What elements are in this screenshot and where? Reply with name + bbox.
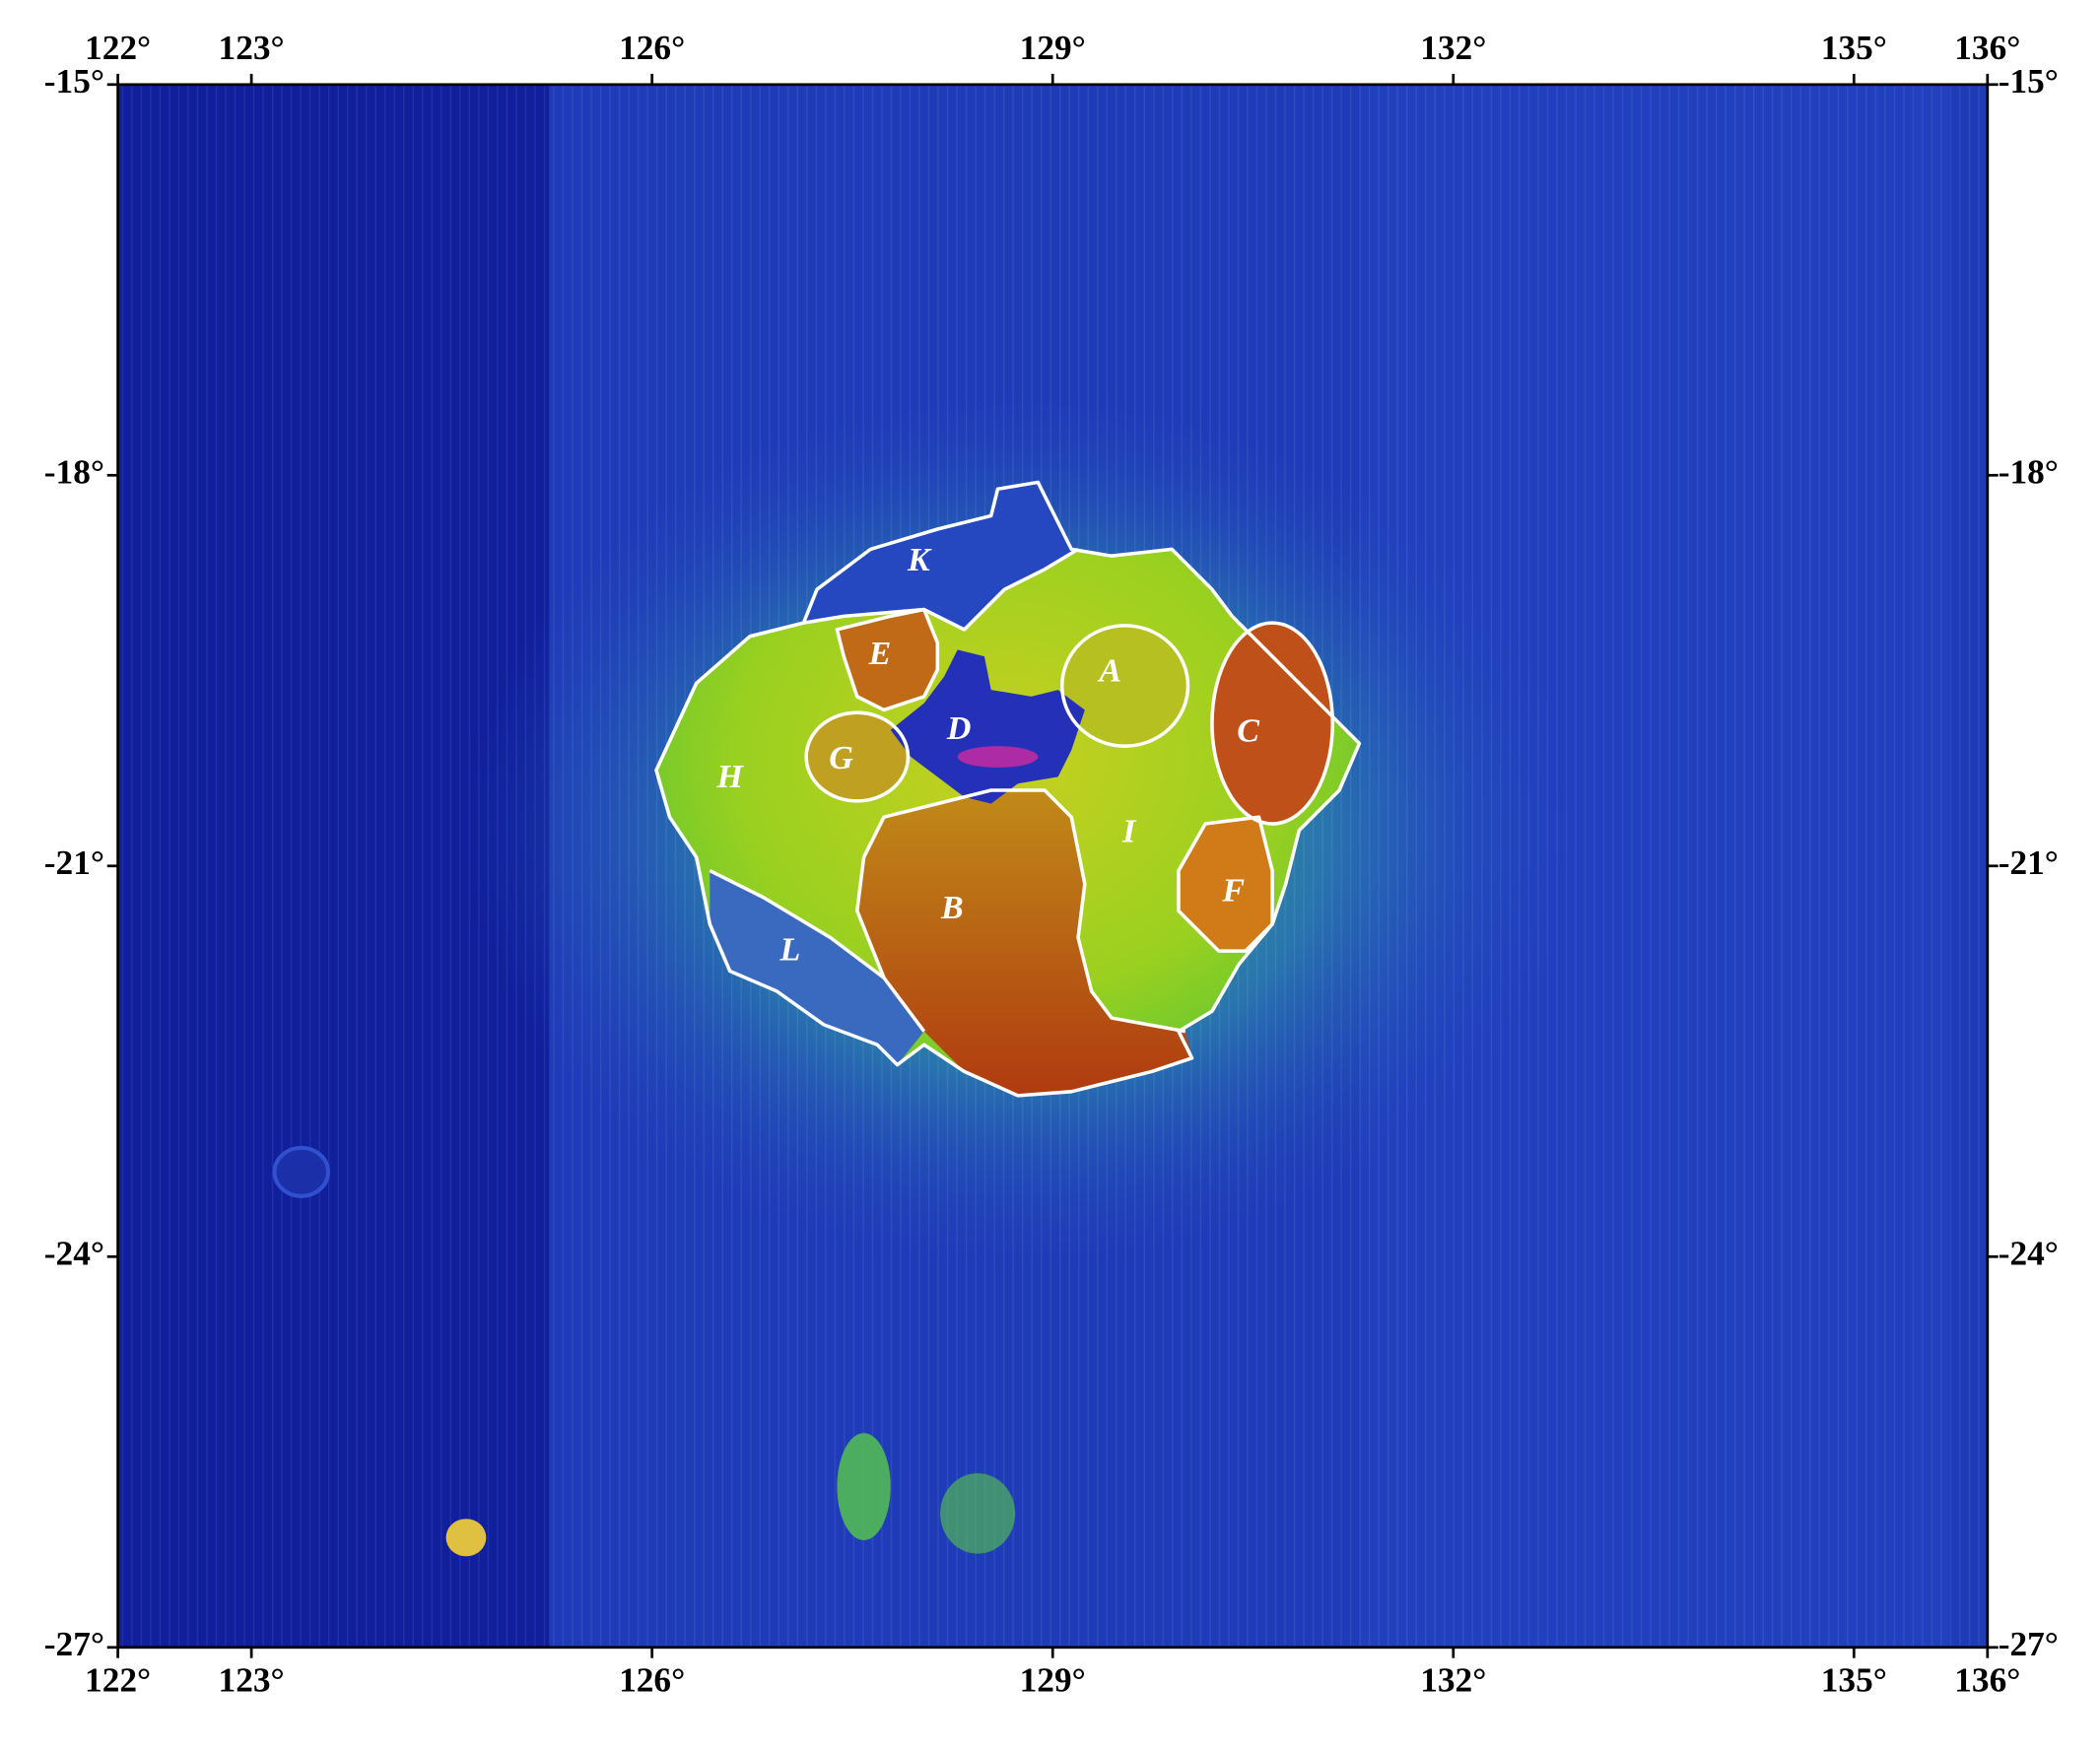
region-label: G	[829, 740, 853, 776]
x-tick-label-top: 132°	[1420, 29, 1486, 67]
region-label: D	[946, 710, 972, 747]
y-tick-label-left: -21°	[44, 843, 104, 882]
region-label: L	[779, 931, 800, 968]
region-label: A	[1097, 653, 1121, 690]
x-tick-label-top: 123°	[219, 29, 285, 67]
y-tick-label-left: -27°	[44, 1625, 104, 1663]
x-tick-label-bottom: 129°	[1020, 1661, 1086, 1700]
x-tick-label-top: 126°	[619, 29, 685, 67]
region-label: C	[1237, 713, 1259, 750]
x-tick-label-bottom: 122°	[85, 1661, 151, 1700]
x-tick-label-bottom: 123°	[219, 1661, 285, 1700]
map-image	[117, 84, 1988, 1648]
region-label: H	[715, 759, 744, 795]
y-tick-label-right: -15°	[1998, 62, 2059, 101]
x-tick-label-bottom: 132°	[1420, 1661, 1486, 1700]
y-tick-label-right: -24°	[1998, 1234, 2059, 1272]
x-tick-label-top: 129°	[1020, 29, 1086, 67]
x-tick-label-top: 135°	[1821, 29, 1887, 67]
region-label: F	[1221, 872, 1245, 909]
y-tick-label-left: -18°	[44, 452, 104, 491]
x-tick-label-bottom: 126°	[619, 1661, 685, 1700]
y-tick-label-right: -21°	[1998, 843, 2059, 882]
y-tick-label-left: -15°	[44, 62, 104, 101]
region-label: B	[940, 890, 964, 926]
y-tick-label-left: -24°	[44, 1234, 104, 1272]
region-label: K	[907, 542, 932, 578]
y-tick-label-right: -27°	[1998, 1625, 2059, 1663]
x-tick-label-bottom: 135°	[1821, 1661, 1887, 1700]
region-label: I	[1121, 814, 1137, 850]
region-outlines	[654, 480, 1362, 1098]
x-tick-label-top: 136°	[1954, 29, 2020, 67]
x-tick-label-bottom: 136°	[1954, 1661, 2020, 1700]
region-label: E	[868, 636, 892, 672]
y-tick-label-right: -18°	[1998, 452, 2059, 491]
x-tick-label-top: 122°	[85, 29, 151, 67]
